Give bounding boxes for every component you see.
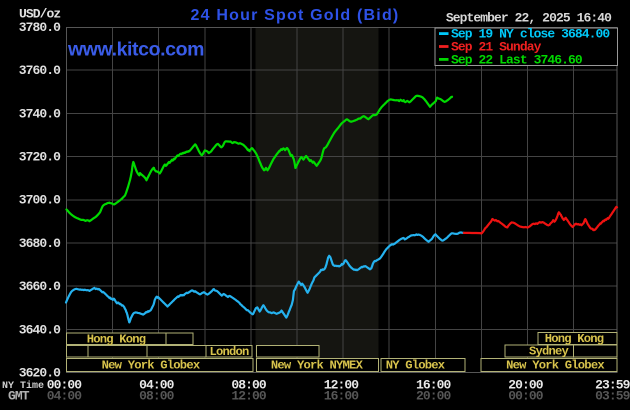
svg-text:04:00: 04:00 bbox=[139, 377, 175, 392]
svg-text:3660.0: 3660.0 bbox=[19, 279, 61, 294]
svg-text:New York NYMEX: New York NYMEX bbox=[271, 358, 364, 372]
svg-text:USD/oz: USD/oz bbox=[19, 7, 60, 22]
svg-text:16:00: 16:00 bbox=[416, 377, 452, 392]
svg-text:23:59: 23:59 bbox=[595, 377, 630, 392]
svg-text:Sydney: Sydney bbox=[529, 345, 570, 359]
svg-text:03:59: 03:59 bbox=[595, 388, 630, 403]
svg-text:Sep 22 Last 3746.60: Sep 22 Last 3746.60 bbox=[451, 53, 583, 68]
svg-text:3780.0: 3780.0 bbox=[19, 20, 61, 35]
svg-text:08:00: 08:00 bbox=[139, 388, 175, 403]
svg-text:20:00: 20:00 bbox=[416, 388, 452, 403]
svg-text:3720.0: 3720.0 bbox=[19, 150, 61, 165]
svg-text:00:00: 00:00 bbox=[47, 377, 83, 392]
svg-text:3640.0: 3640.0 bbox=[19, 322, 61, 337]
svg-text:Sep 21 Sunday: Sep 21 Sunday bbox=[451, 40, 542, 55]
svg-text:20:00: 20:00 bbox=[508, 377, 544, 392]
svg-text:GMT: GMT bbox=[8, 388, 30, 403]
svg-text:3620.0: 3620.0 bbox=[19, 366, 61, 381]
svg-text:www.kitco.com: www.kitco.com bbox=[67, 39, 204, 61]
svg-text:3740.0: 3740.0 bbox=[19, 106, 61, 121]
svg-text:New York Globex: New York Globex bbox=[506, 358, 605, 372]
svg-text:24 Hour Spot Gold (Bid): 24 Hour Spot Gold (Bid) bbox=[191, 7, 400, 24]
svg-text:London: London bbox=[209, 345, 249, 359]
svg-text:New York Globex: New York Globex bbox=[102, 358, 201, 372]
svg-text:04:00: 04:00 bbox=[47, 388, 83, 403]
svg-text:16:00: 16:00 bbox=[324, 388, 360, 403]
svg-text:3700.0: 3700.0 bbox=[19, 193, 61, 208]
svg-text:3680.0: 3680.0 bbox=[19, 236, 61, 251]
svg-text:Hong Kong: Hong Kong bbox=[545, 332, 604, 346]
svg-text:00:00: 00:00 bbox=[508, 388, 544, 403]
svg-text:Sep 19 NY close 3684.00: Sep 19 NY close 3684.00 bbox=[451, 27, 610, 42]
svg-text:NY Globex: NY Globex bbox=[386, 358, 446, 372]
svg-text:08:00: 08:00 bbox=[231, 377, 267, 392]
svg-text:Hong Kong: Hong Kong bbox=[87, 333, 146, 347]
svg-text:NY Time: NY Time bbox=[2, 380, 44, 392]
svg-text:12:00: 12:00 bbox=[324, 377, 360, 392]
svg-text:12:00: 12:00 bbox=[231, 388, 267, 403]
svg-text:September 22, 2025 16:40: September 22, 2025 16:40 bbox=[446, 11, 612, 26]
svg-text:3760.0: 3760.0 bbox=[19, 63, 61, 78]
